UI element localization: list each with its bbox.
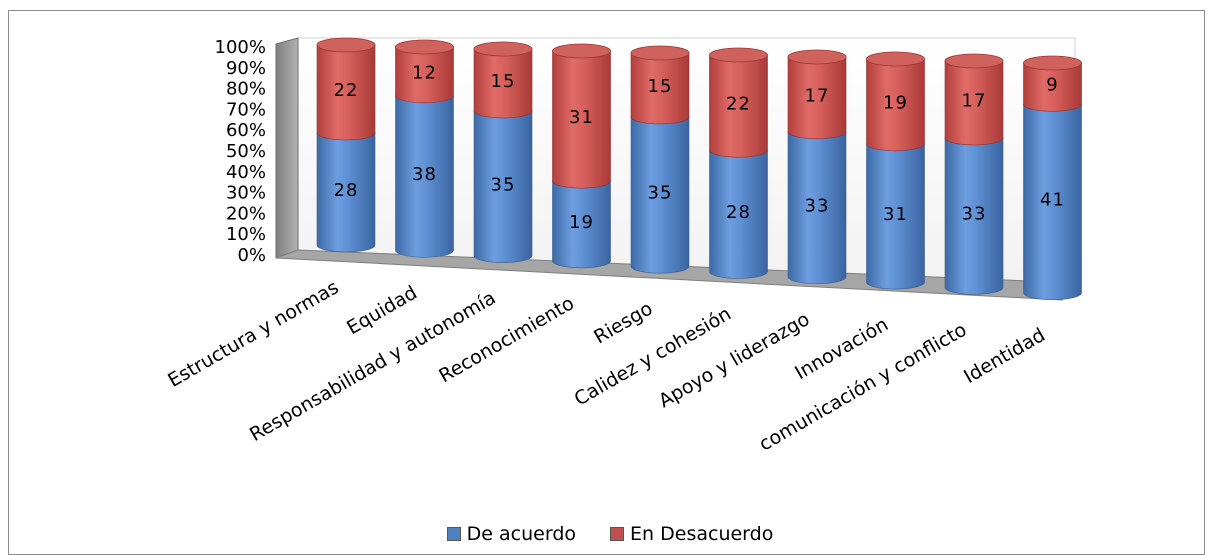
y-tick-label: 70% [226,99,266,120]
cylinder-comunicacion-y-conflicto: 33 17 [944,53,1004,295]
bar-top-cap [1023,55,1082,71]
x-tick-label: Estructura y normas [164,276,342,392]
bar-de-acuerdo [787,131,847,285]
bar-de-acuerdo [552,180,611,269]
bar-de-acuerdo [709,149,768,279]
bar-en-desacuerdo [316,44,376,141]
bar-en-desacuerdo [787,56,847,140]
data-label-en-desacuerdo: 9 [1046,75,1058,96]
cylinder-responsabilidad-y-autonomia: 35 15 [473,41,533,263]
y-axis: 0%10%20%30%40%50%60%70%80%90%100% [215,37,266,266]
y-tick-label: 10% [226,224,266,245]
data-label-en-desacuerdo: 22 [726,94,751,115]
data-label-de-acuerdo: 31 [883,204,908,225]
legend-item-en-desacuerdo: En Desacuerdo [610,523,773,545]
data-label-de-acuerdo: 35 [648,183,673,204]
y-tick-label: 90% [226,58,266,79]
y-tick-label: 50% [226,141,266,162]
data-label-en-desacuerdo: 12 [412,62,437,83]
bar-top-cap [787,49,847,65]
bar-de-acuerdo [866,143,925,290]
data-label-en-desacuerdo: 19 [883,92,908,113]
bar-en-desacuerdo [709,54,768,158]
legend-label-en-desacuerdo: En Desacuerdo [630,523,774,545]
cylinder-calidez-y-cohesion: 28 22 [709,47,768,279]
bar-top-cap [944,53,1004,69]
x-tick-label: Riesgo [590,297,656,348]
bar-de-acuerdo [944,137,1004,295]
y-tick-label: 80% [226,79,266,100]
legend: De acuerdo En Desacuerdo [0,523,1220,546]
legend-swatch-en-desacuerdo [610,527,625,541]
x-axis: Estructura y normas EquidadResponsabilida… [164,276,1049,455]
data-label-de-acuerdo: 28 [334,180,359,201]
bar-de-acuerdo [630,116,690,274]
bar-top-cap [630,45,690,61]
y-tick-label: 100% [215,37,266,58]
data-label-de-acuerdo: 41 [1040,190,1065,211]
bar-top-cap [395,39,454,55]
bar-en-desacuerdo [1023,62,1082,112]
data-label-en-desacuerdo: 31 [569,107,594,128]
bar-en-desacuerdo [395,46,454,104]
bar-de-acuerdo [473,110,533,263]
y-tick-label: 0% [237,245,266,266]
data-label-en-desacuerdo: 15 [648,76,673,97]
bar-en-desacuerdo [944,60,1004,146]
x-tick-label: Equidad [343,282,421,340]
cylinder-identidad: 41 9 [1023,55,1082,300]
legend-swatch-de-acuerdo [446,527,461,541]
bar-top-cap [473,41,533,57]
legend-label-de-acuerdo: De acuerdo [466,523,576,545]
data-label-en-desacuerdo: 15 [491,71,516,92]
bar-top-cap [866,51,925,67]
bar-en-desacuerdo [866,58,925,152]
x-tick-label: Identidad [960,324,1049,388]
data-label-de-acuerdo: 19 [569,212,594,233]
cylinder-apoyo-y-liderazgo: 33 17 [787,49,847,285]
x-tick-label: Apoyo y liderazgo [655,308,813,412]
y-tick-label: 60% [226,120,266,141]
bar-top-cap [709,47,768,63]
data-label-de-acuerdo: 38 [412,164,437,185]
bar-top-cap [552,43,611,59]
data-label-en-desacuerdo: 17 [962,90,987,111]
y-tick-label: 20% [226,203,266,224]
bar-de-acuerdo [316,132,376,253]
y-tick-label: 40% [226,162,266,183]
bar-de-acuerdo [1023,104,1082,300]
data-label-en-desacuerdo: 22 [334,80,359,101]
x-tick-label: Calidez y cohesión [571,303,735,411]
data-label-de-acuerdo: 35 [491,174,516,195]
data-label-de-acuerdo: 33 [805,195,830,216]
bar-en-desacuerdo [552,50,611,189]
side-wall [275,37,299,259]
cylinder-equidad: 38 12 [395,39,454,258]
data-label-en-desacuerdo: 17 [805,85,830,106]
cylinder-estructura-y-normas: 28 22 [316,37,376,253]
bar-de-acuerdo [395,95,454,258]
data-label-de-acuerdo: 33 [962,204,987,225]
bar-en-desacuerdo [473,48,533,119]
bar-en-desacuerdo [630,52,690,125]
bar-top-cap [316,37,376,53]
data-label-de-acuerdo: 28 [726,202,751,223]
legend-item-de-acuerdo: De acuerdo [446,523,576,545]
y-tick-label: 30% [226,183,266,204]
cylinder-riesgo: 35 15 [630,45,690,274]
cylinder-innovacion: 31 19 [866,51,925,290]
